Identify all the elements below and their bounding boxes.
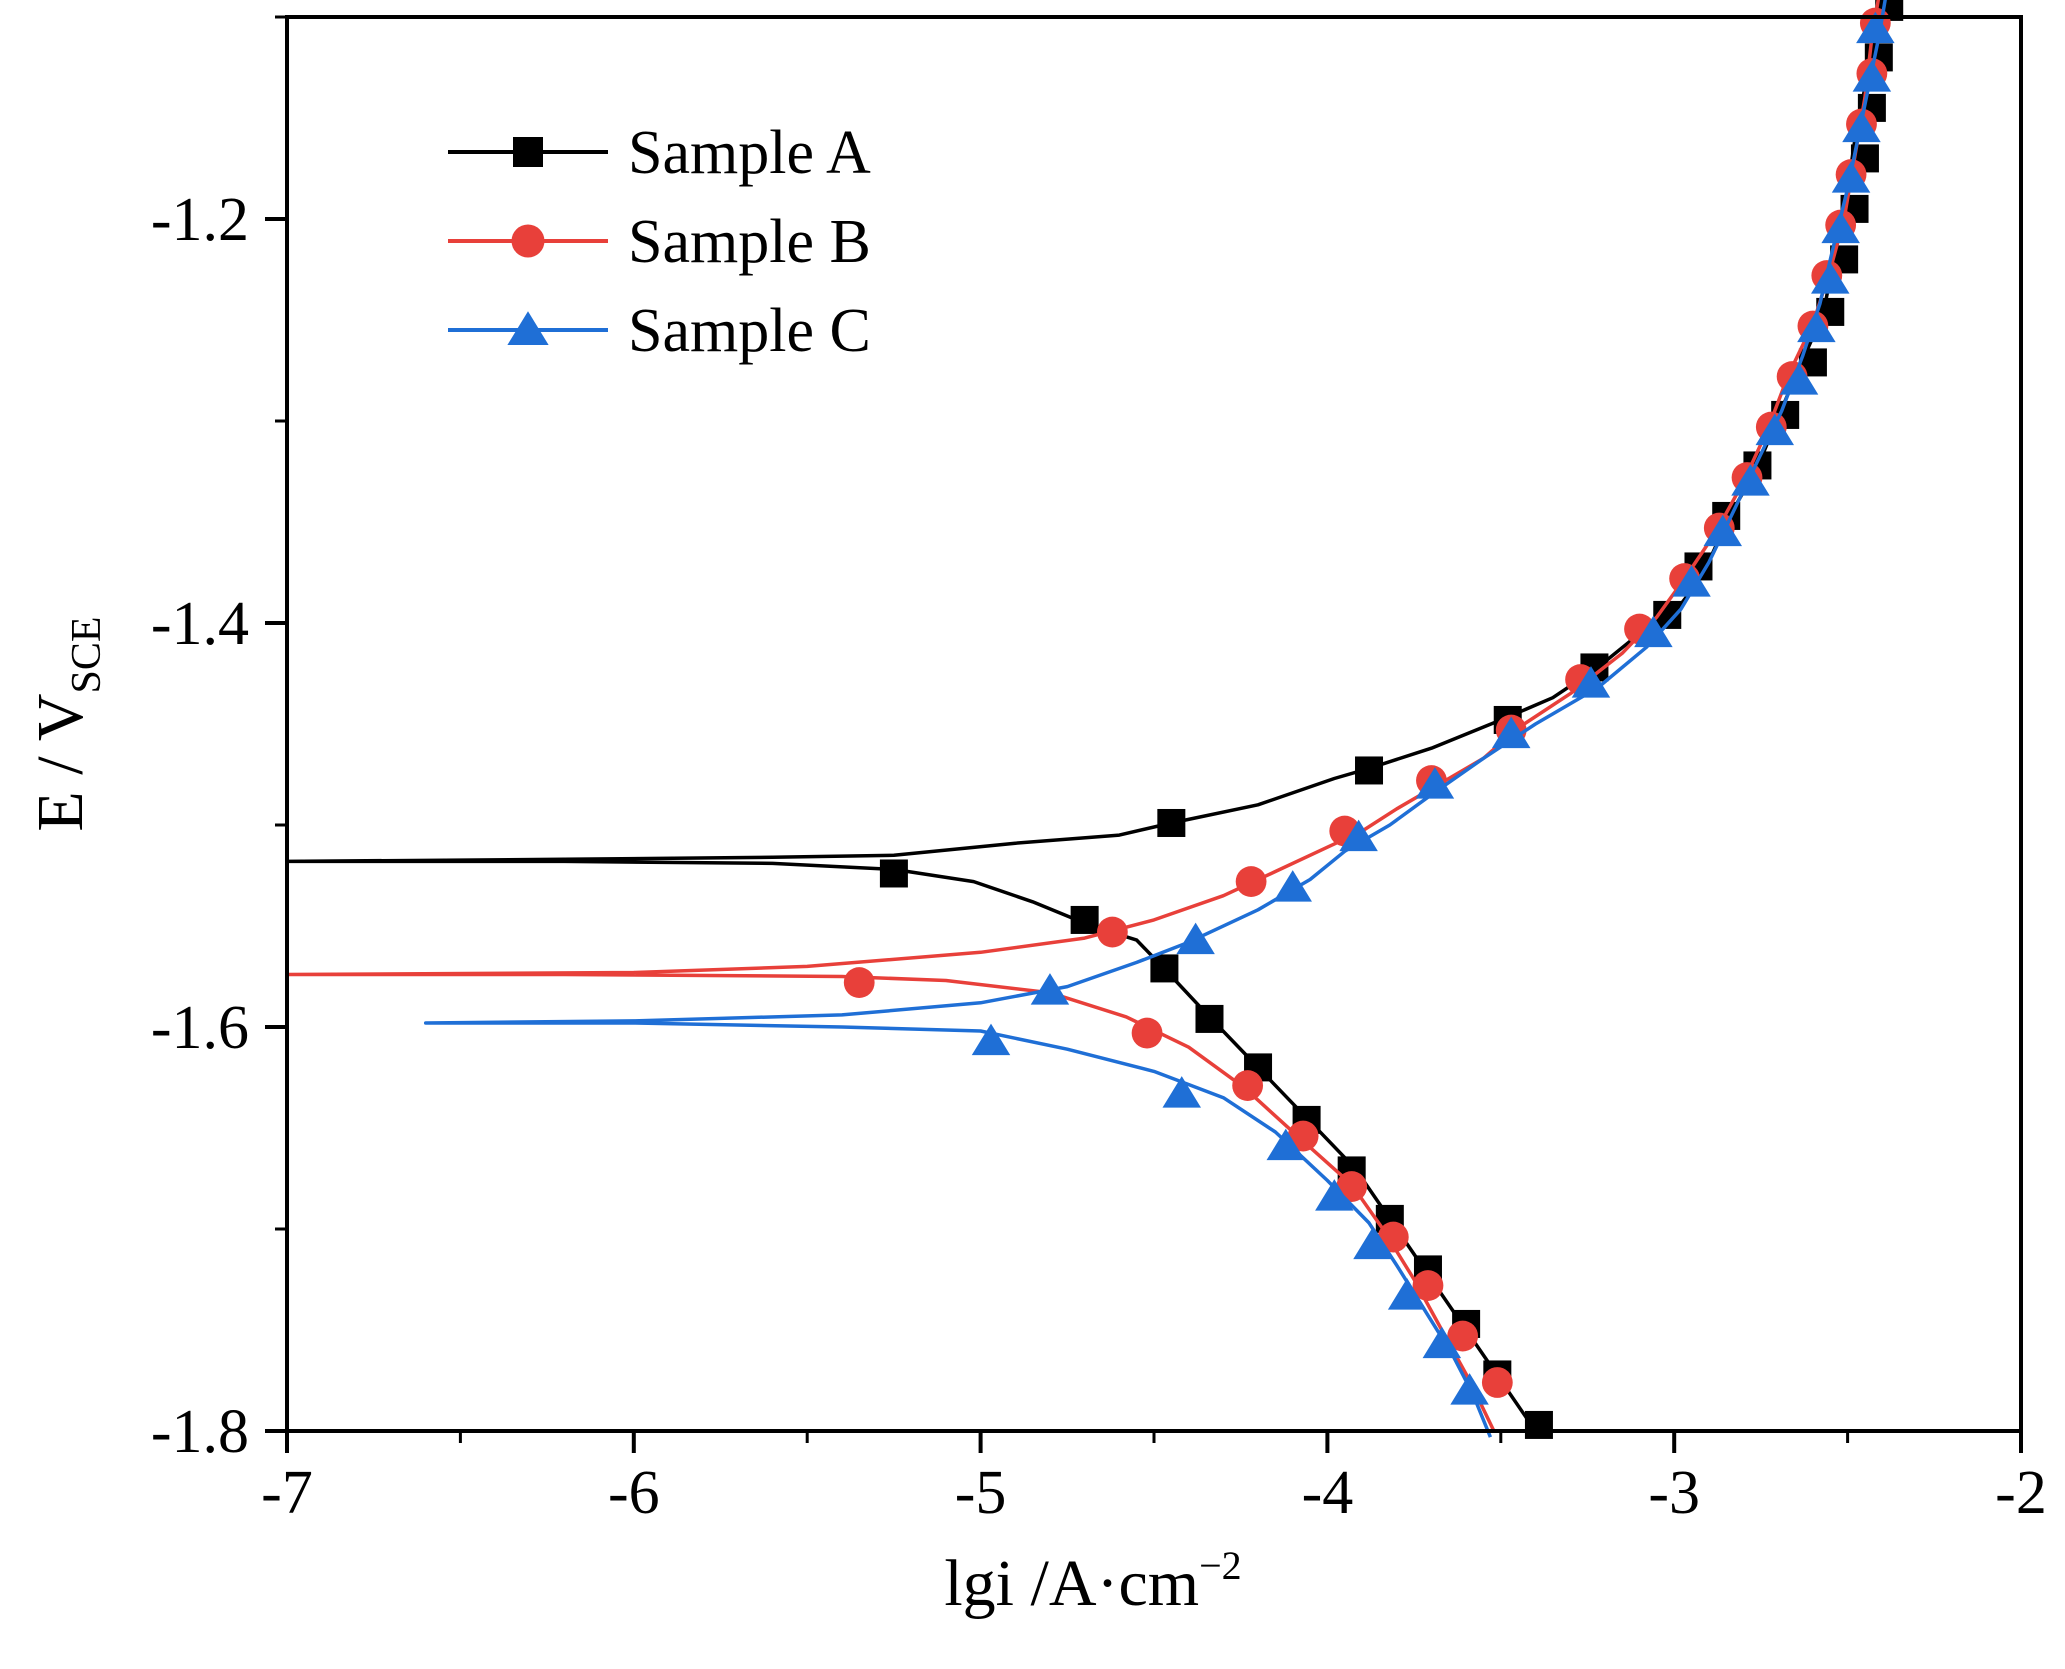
data-point (1450, 1373, 1489, 1405)
y-axis-title-main: E / V (24, 693, 97, 831)
data-point (1315, 1179, 1354, 1211)
x-tick-label: -4 (1302, 1459, 1354, 1527)
data-point (1287, 1120, 1319, 1152)
legend: Sample A Sample B Sample C (448, 119, 871, 365)
data-point (1831, 161, 1871, 193)
data-point (1755, 413, 1795, 446)
data-point (1150, 954, 1179, 983)
data-point (1070, 905, 1099, 934)
plot-area-frame (285, 15, 2023, 1433)
data-point (1852, 60, 1892, 92)
data-point (1447, 1320, 1479, 1352)
data-point (1811, 262, 1850, 294)
y-tick-label: -1.4 (151, 590, 249, 658)
data-point (1672, 565, 1711, 597)
legend-label: Sample B (628, 208, 871, 276)
data-point (1491, 716, 1531, 749)
legend-label: Sample A (628, 119, 871, 187)
data-point (1422, 1326, 1462, 1359)
data-point (1195, 1004, 1224, 1033)
x-axis-title-main: lgi /A·cm (944, 1547, 1199, 1620)
data-point (1571, 666, 1611, 698)
data-point (971, 1023, 1011, 1056)
data-point (1355, 756, 1384, 785)
data-point (1353, 1227, 1392, 1260)
y-tick-label: -1.6 (151, 994, 249, 1062)
x-axis-title-sup: −2 (1199, 1543, 1242, 1588)
data-point (1779, 363, 1819, 395)
data-point (1481, 1367, 1513, 1398)
data-point (1131, 1017, 1163, 1049)
legend-item-sample-c: Sample C (448, 297, 871, 365)
series-sample-a (285, 0, 1904, 1439)
data-point (1273, 870, 1312, 902)
data-point (1096, 916, 1128, 948)
legend-item-sample-a: Sample A (448, 119, 871, 187)
series-layer (285, 0, 1904, 1439)
y-tick-label: -1.8 (151, 1398, 249, 1466)
series-sample-c (423, 0, 1895, 1438)
data-point (1235, 866, 1267, 897)
data-point (1377, 1221, 1409, 1253)
legend-marker (511, 224, 545, 258)
x-tick-label: -2 (1995, 1459, 2047, 1527)
data-point (1266, 1128, 1306, 1161)
y-axis-title-sub: SCE (64, 616, 110, 693)
data-point (843, 967, 875, 998)
data-point (1030, 973, 1070, 1005)
legend-marker (507, 311, 549, 345)
y-tick-label: -1.2 (151, 186, 249, 254)
data-point (1339, 819, 1378, 852)
data-point (1176, 922, 1215, 955)
legend-marker (513, 137, 543, 167)
data-point (1232, 1070, 1264, 1101)
data-point (1797, 310, 1836, 343)
data-point (1524, 1410, 1553, 1439)
data-point (1842, 110, 1881, 143)
x-tick-label: -5 (955, 1459, 1007, 1527)
x-axis-title: lgi /A·cm−2 (944, 1543, 1241, 1620)
legend-label: Sample C (628, 297, 871, 365)
data-point (1703, 514, 1743, 547)
x-tick-label: -6 (608, 1459, 660, 1527)
data-point (1162, 1076, 1201, 1108)
data-point (1856, 11, 1895, 44)
legend-item-sample-b: Sample B (448, 208, 871, 276)
x-tick-label: -3 (1648, 1459, 1700, 1527)
series-line (285, 0, 1885, 1432)
axis-layer: -7 -6 -5 -4 -3 -2 -1.8 -1.6 -1.4 -1.2 (151, 15, 2047, 1527)
data-point (1336, 1171, 1368, 1202)
series-line (423, 0, 1887, 1438)
data-point (1157, 808, 1186, 837)
data-point (1415, 767, 1455, 799)
series-sample-b (285, 0, 1891, 1432)
data-point (1634, 615, 1673, 648)
series-line (285, 0, 1881, 1432)
x-tick-label: -7 (261, 1459, 313, 1527)
y-axis-title: E / VSCE (24, 616, 110, 831)
data-point (1412, 1270, 1444, 1301)
data-point (1821, 211, 1860, 244)
data-point (1731, 464, 1770, 496)
data-point (879, 859, 908, 888)
data-point (1387, 1278, 1427, 1310)
